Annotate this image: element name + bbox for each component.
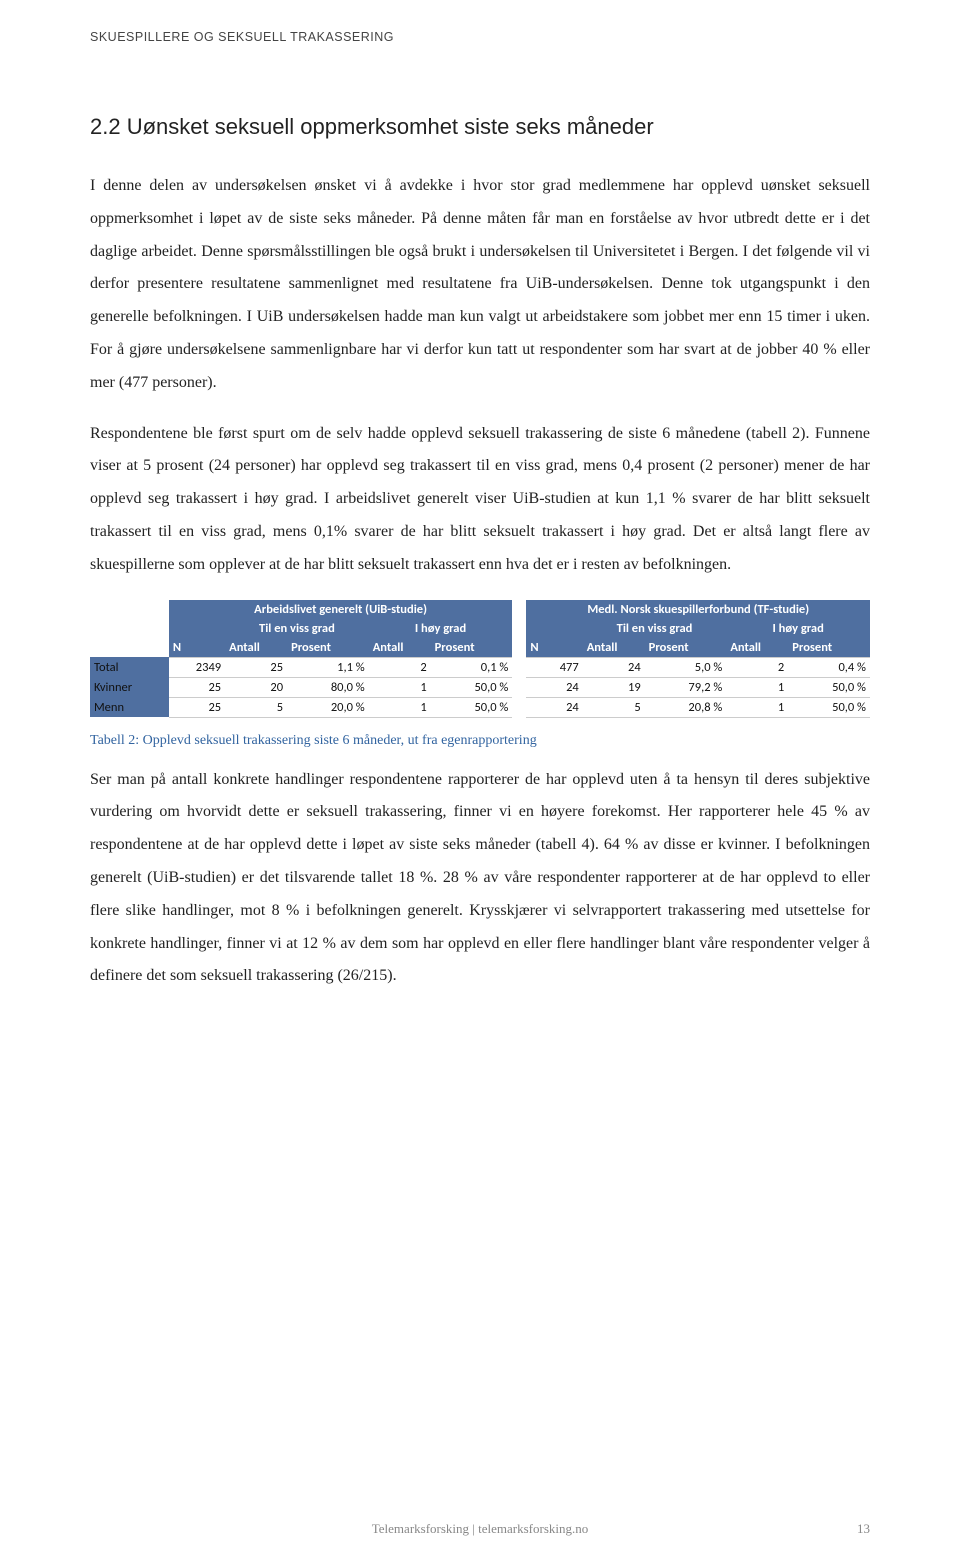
table-col-antall: Antall xyxy=(726,638,788,658)
cell: 0,4 % xyxy=(788,657,870,677)
cell: 1 xyxy=(369,677,431,697)
table-header-group-row: Arbeidslivet generelt (UiB-studie) Medl.… xyxy=(90,600,870,619)
table-col-antall: Antall xyxy=(225,638,287,658)
footer-page-number: 13 xyxy=(857,1521,870,1537)
cell: 477 xyxy=(526,657,582,677)
cell: 20,0 % xyxy=(287,697,369,717)
cell: 1 xyxy=(369,697,431,717)
table-header-subgroup-row: Til en viss grad I høy grad Til en viss … xyxy=(90,619,870,638)
footer-source: Telemarksforsking | telemarksforsking.no xyxy=(90,1521,870,1537)
table-header-columns-row: N Antall Prosent Antall Prosent N Antall… xyxy=(90,638,870,658)
table-caption: Tabell 2: Opplevd seksuell trakassering … xyxy=(90,733,870,749)
table-col-antall: Antall xyxy=(369,638,431,658)
cell: 5 xyxy=(583,697,645,717)
cell: 25 xyxy=(169,697,225,717)
cell: 50,0 % xyxy=(788,697,870,717)
paragraph-2: Respondentene ble først spurt om de selv… xyxy=(90,418,870,582)
table-header-left-group: Arbeidslivet generelt (UiB-studie) xyxy=(169,600,513,619)
document-page: SKUESPILLERE OG SEKSUELL TRAKASSERING 2.… xyxy=(0,0,960,1555)
cell: 20 xyxy=(225,677,287,697)
paragraph-1: I denne delen av undersøkelsen ønsket vi… xyxy=(90,170,870,400)
row-label: Kvinner xyxy=(90,677,169,697)
cell: 24 xyxy=(526,697,582,717)
cell: 0,1 % xyxy=(431,657,513,677)
table-col-n: N xyxy=(169,638,225,658)
cell: 25 xyxy=(169,677,225,697)
cell: 79,2 % xyxy=(645,677,727,697)
table-subheader-right-b: I høy grad xyxy=(726,619,870,638)
cell: 2349 xyxy=(169,657,225,677)
table-subheader-left-a: Til en viss grad xyxy=(225,619,369,638)
table-col-n: N xyxy=(526,638,582,658)
cell: 24 xyxy=(583,657,645,677)
data-table-wrapper: Arbeidslivet generelt (UiB-studie) Medl.… xyxy=(90,600,870,718)
table-header-right-group: Medl. Norsk skuespillerforbund (TF-studi… xyxy=(526,600,870,619)
cell: 5,0 % xyxy=(645,657,727,677)
paragraph-3: Ser man på antall konkrete handlinger re… xyxy=(90,764,870,994)
table-col-prosent: Prosent xyxy=(788,638,870,658)
cell: 5 xyxy=(225,697,287,717)
cell: 19 xyxy=(583,677,645,697)
table-subheader-left-b: I høy grad xyxy=(369,619,513,638)
running-head: SKUESPILLERE OG SEKSUELL TRAKASSERING xyxy=(90,30,870,44)
cell: 50,0 % xyxy=(788,677,870,697)
table-col-prosent: Prosent xyxy=(645,638,727,658)
row-label: Total xyxy=(90,657,169,677)
table-row: Menn 25 5 20,0 % 1 50,0 % 24 5 20,8 % 1 … xyxy=(90,697,870,717)
cell: 1 xyxy=(726,677,788,697)
cell: 80,0 % xyxy=(287,677,369,697)
table-row: Total 2349 25 1,1 % 2 0,1 % 477 24 5,0 %… xyxy=(90,657,870,677)
data-table: Arbeidslivet generelt (UiB-studie) Medl.… xyxy=(90,600,870,718)
section-heading: 2.2 Uønsket seksuell oppmerksomhet siste… xyxy=(90,114,870,140)
page-footer: Telemarksforsking | telemarksforsking.no… xyxy=(90,1521,870,1537)
row-label: Menn xyxy=(90,697,169,717)
cell: 50,0 % xyxy=(431,697,513,717)
cell: 1,1 % xyxy=(287,657,369,677)
cell: 20,8 % xyxy=(645,697,727,717)
table-col-antall: Antall xyxy=(583,638,645,658)
cell: 25 xyxy=(225,657,287,677)
table-col-prosent: Prosent xyxy=(287,638,369,658)
cell: 2 xyxy=(726,657,788,677)
table-col-prosent: Prosent xyxy=(431,638,513,658)
cell: 2 xyxy=(369,657,431,677)
cell: 1 xyxy=(726,697,788,717)
table-subheader-right-a: Til en viss grad xyxy=(583,619,727,638)
table-row: Kvinner 25 20 80,0 % 1 50,0 % 24 19 79,2… xyxy=(90,677,870,697)
cell: 50,0 % xyxy=(431,677,513,697)
cell: 24 xyxy=(526,677,582,697)
